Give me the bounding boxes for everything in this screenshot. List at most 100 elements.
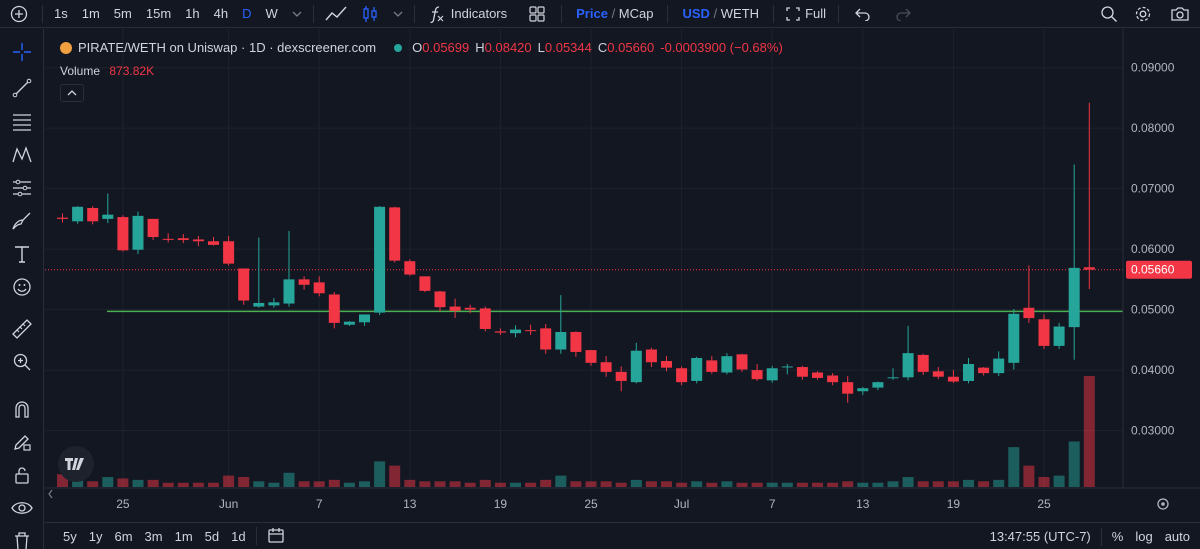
measure-tool[interactable] — [7, 314, 37, 344]
candle-body[interactable] — [1023, 307, 1035, 319]
fullscreen-button[interactable]: Full — [778, 0, 834, 28]
candle-body[interactable] — [449, 306, 461, 311]
interval-15m[interactable]: 15m — [145, 6, 172, 21]
candle-body[interactable] — [494, 331, 506, 333]
price-option[interactable]: Price — [576, 6, 608, 21]
candle-body[interactable] — [343, 321, 355, 325]
candle-body[interactable] — [978, 367, 990, 374]
redo-button[interactable] — [883, 0, 923, 28]
interval-1s[interactable]: 1s — [54, 6, 68, 21]
zoom-in-tool[interactable] — [7, 347, 37, 377]
add-symbol-button[interactable] — [0, 0, 38, 28]
candle-body[interactable] — [947, 376, 959, 382]
candle-body[interactable] — [963, 364, 974, 381]
candle-body[interactable] — [87, 208, 99, 222]
symbol-title[interactable]: PIRATE/WETH on Uniswap · 1D · dexscreene… — [78, 40, 377, 55]
auto-scale-toggle[interactable]: auto — [1164, 529, 1190, 544]
candle-body[interactable] — [268, 302, 280, 306]
layouts-button[interactable] — [517, 0, 557, 28]
candle-body[interactable] — [253, 302, 265, 307]
candle-body[interactable] — [630, 350, 642, 383]
usd-weth-toggle[interactable]: USD / WETH — [672, 0, 769, 28]
scroll-left-icon[interactable] — [48, 489, 53, 499]
collapse-legend-button[interactable] — [60, 84, 84, 102]
candle-body[interactable] — [72, 206, 84, 222]
candle-body[interactable] — [102, 214, 114, 219]
candle-body[interactable] — [857, 388, 869, 392]
candle-body[interactable] — [464, 307, 476, 310]
candle-body[interactable] — [208, 241, 219, 245]
log-scale-toggle[interactable]: log — [1135, 529, 1153, 544]
candle-body[interactable] — [313, 282, 325, 294]
candle-body[interactable] — [510, 329, 521, 334]
pattern-tool[interactable] — [7, 140, 37, 170]
range-5d[interactable]: 5d — [204, 528, 220, 544]
timezone-clock[interactable]: 13:47:55 (UTC-7) — [989, 529, 1091, 544]
candle-body[interactable] — [1083, 267, 1095, 270]
candle-body[interactable] — [796, 367, 808, 377]
candle-body[interactable] — [359, 314, 370, 323]
weth-option[interactable]: WETH — [720, 6, 760, 21]
projection-tool[interactable] — [7, 173, 37, 203]
candle-body[interactable] — [192, 239, 204, 242]
candle-body[interactable] — [117, 217, 129, 251]
candle-body[interactable] — [177, 238, 189, 241]
candle-body[interactable] — [917, 354, 929, 372]
candle-body[interactable] — [691, 357, 703, 381]
go-to-date-button[interactable] — [261, 526, 291, 547]
candle-body[interactable] — [932, 371, 944, 377]
candle-body[interactable] — [902, 353, 914, 378]
candle-body[interactable] — [645, 349, 657, 363]
candle-body[interactable] — [872, 382, 884, 388]
candle-body[interactable] — [162, 238, 174, 240]
candle-body[interactable] — [766, 368, 778, 381]
range-1m[interactable]: 1m — [174, 528, 193, 544]
quick-search-button[interactable] — [1092, 0, 1126, 28]
candle-body[interactable] — [600, 362, 612, 372]
fib-tool[interactable] — [7, 107, 37, 137]
candle-body[interactable] — [555, 331, 567, 350]
tradingview-logo[interactable] — [58, 446, 94, 482]
candle-body[interactable] — [676, 368, 688, 383]
candle-body[interactable] — [1068, 267, 1080, 328]
candle-body[interactable] — [374, 206, 386, 313]
range-1d[interactable]: 1d — [231, 528, 246, 544]
settings-button[interactable] — [1126, 0, 1160, 28]
interval-w[interactable]: W — [265, 6, 278, 21]
candle-body[interactable] — [721, 356, 733, 373]
text-tool[interactable] — [7, 239, 37, 269]
interval-5m[interactable]: 5m — [113, 6, 132, 21]
usd-option[interactable]: USD — [682, 6, 710, 21]
candle-body[interactable] — [1053, 326, 1065, 346]
range-6m[interactable]: 6m — [114, 528, 133, 544]
screenshot-button[interactable] — [1160, 0, 1200, 28]
candle-body[interactable] — [328, 294, 340, 323]
candle-body[interactable] — [585, 350, 597, 363]
candle-body[interactable] — [540, 328, 552, 350]
candle-body[interactable] — [827, 375, 839, 383]
candle-body[interactable] — [283, 279, 295, 304]
candle-body[interactable] — [389, 207, 401, 261]
candle-body[interactable] — [525, 330, 537, 332]
candle-body[interactable] — [1038, 319, 1050, 346]
emoji-tool[interactable] — [7, 272, 37, 302]
candle-body[interactable] — [570, 331, 582, 352]
candle-chart-type-button[interactable] — [354, 0, 386, 28]
undo-button[interactable] — [843, 0, 883, 28]
candle-body[interactable] — [238, 268, 250, 301]
candle-body[interactable] — [615, 371, 627, 381]
candle-body[interactable] — [147, 218, 159, 238]
line-chart-type-button[interactable] — [318, 0, 354, 28]
range-1y[interactable]: 1y — [88, 528, 103, 544]
candle-body[interactable] — [736, 354, 748, 370]
candle-body[interactable] — [812, 372, 823, 378]
lock-drawings-tool[interactable] — [7, 427, 37, 457]
candle-body[interactable] — [781, 366, 793, 368]
mcap-option[interactable]: MCap — [618, 6, 654, 21]
axis-settings-icon[interactable] — [1157, 498, 1169, 510]
lock-tool[interactable] — [7, 460, 37, 490]
candle-body[interactable] — [404, 261, 416, 275]
candle-body[interactable] — [706, 360, 718, 372]
candle-body[interactable] — [993, 358, 1005, 374]
chart-type-dropdown[interactable] — [386, 0, 410, 28]
